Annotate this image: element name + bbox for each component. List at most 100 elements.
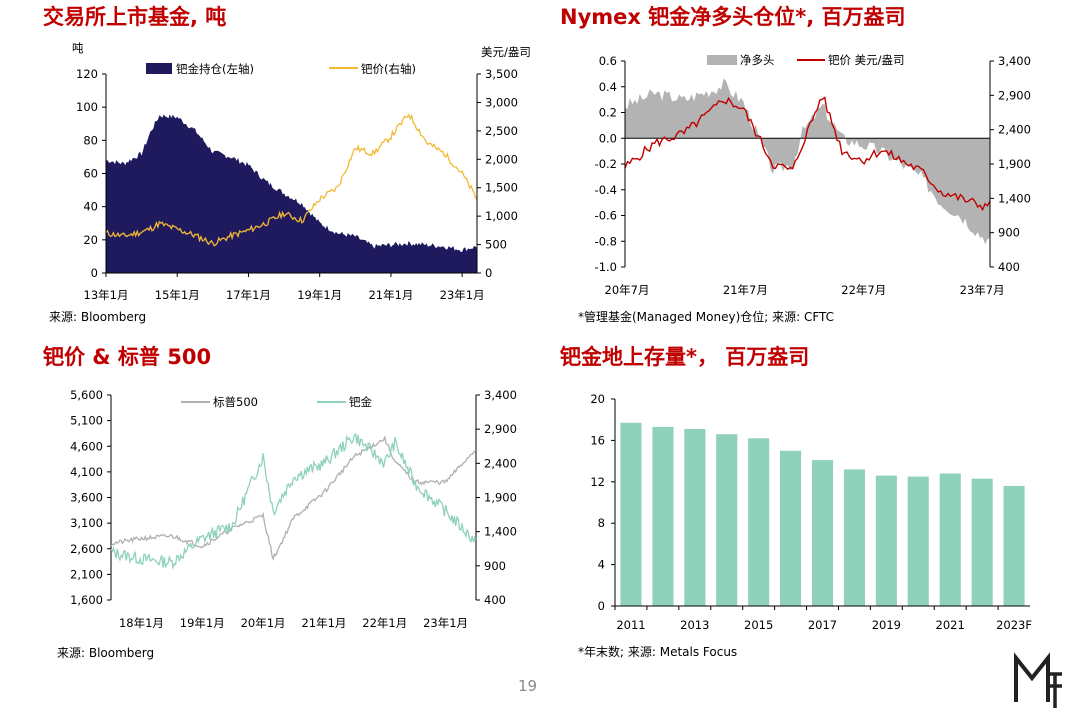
nymex-chart-title: Nymex 钯金净多头仓位*, 百万盎司: [560, 5, 906, 29]
y-left-tick-label: -0.6: [595, 209, 617, 223]
x-tick-label: 2017: [808, 618, 837, 632]
stock-chart-title: 钯金地上存量*， 百万盎司: [560, 345, 810, 369]
x-tick-label: 21年7月: [723, 283, 768, 297]
x-tick-label: 2019: [872, 618, 901, 632]
x-tick-label: 2023F: [996, 618, 1032, 632]
y-right-tick-label: 1,000: [485, 209, 518, 223]
legend-label-palladium: 钯金: [349, 395, 372, 409]
x-tick-label: 19年1月: [297, 288, 342, 302]
y-left-tick-label: -1.0: [595, 260, 617, 274]
y-right-tick-label: 2,900: [998, 88, 1031, 102]
y-right-tick-label: 400: [998, 260, 1020, 274]
y-left-tick-label: 3,600: [70, 491, 103, 505]
etf-holdings-chart: 0 20 40 60 80 100 120 0 500 1,000 1,500 2,000 2,500 3…: [72, 41, 531, 302]
x-tick-label: 20年1月: [241, 616, 286, 630]
palladium-vs-spx-chart: 1,600 2,100 2,600 3,100 3,600 4,100 4,600 5,100…: [70, 388, 517, 630]
y-left-tick-label: 60: [83, 167, 98, 181]
y-left-tick-label: -0.8: [595, 234, 617, 248]
legend-label-spx: 标普500: [213, 395, 258, 409]
y-left-tick-label: 0.4: [599, 80, 617, 94]
y-right-tick-label: 2,000: [485, 152, 518, 166]
bar-2016: [780, 450, 802, 607]
x-tick-label: 19年1月: [180, 616, 225, 630]
y-left-tick-label: 40: [83, 200, 98, 214]
stock-source-note: *年末数; 来源: Metals Focus: [578, 645, 738, 659]
x-tick-label: 22年1月: [362, 616, 407, 630]
y-right-tick-label: 2,900: [484, 422, 517, 436]
x-tick-label: 2015: [744, 618, 773, 632]
y-right-tick-label: 2,400: [484, 456, 517, 470]
y-right-tick-label: 500: [485, 238, 507, 252]
legend-swatch-holdings: [146, 63, 172, 74]
y-left-tick-label: 4,600: [70, 439, 103, 453]
palladium-price-line: [105, 113, 478, 247]
y-left-tick-label: 100: [76, 100, 98, 114]
x-tick-label: 21年1月: [368, 288, 413, 302]
y-right-tick-label: 3,500: [485, 67, 518, 81]
y-left-tick-label: 0.6: [599, 54, 617, 68]
bar-2021: [939, 473, 961, 606]
y-right-tick-label: 3,000: [485, 95, 518, 109]
net-long-area: [625, 78, 990, 245]
y-right-tick-label: 3,400: [484, 388, 517, 402]
y-right-tick-label: 400: [484, 593, 506, 607]
x-tick-label: 22年7月: [841, 283, 886, 297]
bar-2019: [875, 475, 897, 606]
y-left-tick-label: -0.2: [595, 157, 617, 171]
y-tick-label: 16: [590, 433, 605, 447]
x-tick-label: 2013: [680, 618, 709, 632]
x-tick-label: 18年1月: [119, 616, 164, 630]
y-right-tick-label: 0: [485, 266, 492, 280]
x-tick-label: 20年7月: [605, 283, 650, 297]
y-left-tick-label: -0.4: [595, 183, 617, 197]
bar-2017: [812, 460, 834, 606]
y-left-tick-label: 80: [83, 133, 98, 147]
y-right-tick-label: 1,900: [998, 157, 1031, 171]
legend-swatch-net-long: [707, 55, 737, 65]
y-tick-label: 4: [598, 558, 605, 572]
nymex-net-long-chart: -1.0 -0.8 -0.6 -0.4 -0.2 0.0 0.2 0.4 0.6 400 900 1,…: [595, 53, 1031, 297]
legend-label-net-long: 净多头: [740, 53, 775, 67]
legend-label-price: 钯价(右轴): [361, 62, 416, 76]
brand-logo: [1014, 652, 1062, 708]
y-tick-label: 8: [598, 516, 605, 530]
palladium-line: [110, 432, 477, 570]
y-left-tick-label: 5,100: [70, 414, 103, 428]
y-right-tick-label: 900: [484, 559, 506, 573]
palladium-price-line: [624, 96, 991, 212]
legend-label-price: 钯价 美元/盎司: [828, 53, 905, 67]
bar-2022: [971, 478, 993, 606]
spx-chart-title: 钯价 & 标普 500: [43, 345, 212, 369]
etf-chart-title: 交易所上市基金, 吨: [43, 5, 227, 29]
bar-2015: [748, 438, 770, 606]
etf-source-note: 来源: Bloomberg: [49, 310, 147, 324]
bar-2013: [684, 429, 706, 606]
y-left-tick-label: 0.2: [599, 106, 617, 120]
x-tick-label: 15年1月: [155, 288, 200, 302]
x-tick-label: 23年1月: [423, 616, 468, 630]
bar-2011: [620, 422, 642, 606]
bar-2014: [716, 434, 738, 606]
nymex-source-note: *管理基金(Managed Money)仓位; 来源: CFTC: [578, 310, 835, 324]
y-right-unit-label: 美元/盎司: [481, 45, 531, 59]
y-left-unit-label: 吨: [72, 41, 84, 55]
x-tick-label: 21年1月: [301, 616, 346, 630]
bar-2018: [843, 469, 865, 606]
y-left-tick-label: 4,100: [70, 465, 103, 479]
bar-2012: [652, 426, 674, 606]
y-tick-label: 20: [590, 392, 605, 406]
y-left-tick-label: 120: [76, 67, 98, 81]
page-number: 19: [518, 677, 538, 695]
y-left-tick-label: 3,100: [70, 516, 103, 530]
x-tick-label: 2011: [616, 618, 645, 632]
etf-holdings-area: [106, 114, 477, 273]
y-left-tick-label: 0: [91, 266, 98, 280]
y-right-tick-label: 1,400: [484, 525, 517, 539]
x-tick-label: 17年1月: [226, 288, 271, 302]
y-left-tick-label: 20: [83, 233, 98, 247]
y-left-tick-label: 2,100: [70, 567, 103, 581]
x-tick-label: 23年1月: [440, 288, 485, 302]
y-right-tick-label: 900: [998, 226, 1020, 240]
y-left-tick-label: 0.0: [599, 131, 617, 145]
